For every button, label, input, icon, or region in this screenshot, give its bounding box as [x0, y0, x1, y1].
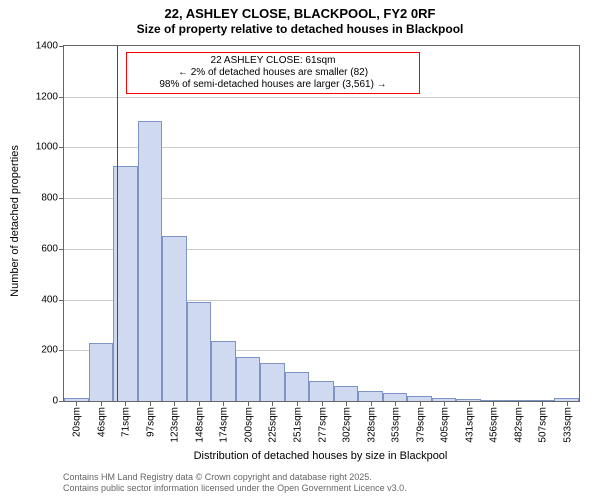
y-tick-label: 1200 [36, 91, 64, 102]
x-tick-mark [297, 401, 298, 406]
y-tick-label: 0 [52, 396, 64, 407]
x-tick-label: 431sqm [462, 407, 475, 443]
histogram-bar [89, 343, 114, 401]
x-tick-label: 302sqm [340, 407, 353, 443]
footer-line: Contains HM Land Registry data © Crown c… [63, 472, 407, 483]
x-tick-label: 328sqm [364, 407, 377, 443]
histogram-bar [285, 372, 310, 401]
property-marker-line [117, 46, 119, 401]
plot-area: 22 ASHLEY CLOSE: 61sqm← 2% of detached h… [63, 45, 580, 402]
x-axis-label: Distribution of detached houses by size … [63, 450, 578, 462]
annotation-callout: 22 ASHLEY CLOSE: 61sqm← 2% of detached h… [126, 52, 420, 94]
x-tick-label: 379sqm [413, 407, 426, 443]
y-tick-label: 1000 [36, 142, 64, 153]
y-tick-label: 400 [41, 294, 64, 305]
x-tick-mark [174, 401, 175, 406]
histogram-bar [211, 341, 236, 401]
x-tick-label: 123sqm [168, 407, 181, 443]
annotation-line: 98% of semi-detached houses are larger (… [133, 79, 413, 91]
histogram-bar [187, 302, 212, 401]
footer-line: Contains public sector information licen… [63, 483, 407, 494]
y-tick-label: 800 [41, 193, 64, 204]
annotation-line: ← 2% of detached houses are smaller (82) [133, 67, 413, 79]
x-tick-label: 225sqm [266, 407, 279, 443]
property-histogram-chart: 22, ASHLEY CLOSE, BLACKPOOL, FY2 0RF Siz… [0, 0, 600, 500]
chart-subtitle: Size of property relative to detached ho… [0, 22, 600, 36]
x-tick-label: 148sqm [192, 407, 205, 443]
histogram-bar [334, 386, 359, 401]
y-tick-label: 1400 [36, 41, 64, 52]
histogram-bar [358, 391, 383, 401]
x-tick-mark [125, 401, 126, 406]
x-tick-mark [248, 401, 249, 406]
annotation-line: 22 ASHLEY CLOSE: 61sqm [133, 55, 413, 67]
x-tick-mark [76, 401, 77, 406]
x-tick-mark [542, 401, 543, 406]
x-tick-label: 20sqm [70, 407, 83, 437]
y-tick-label: 600 [41, 243, 64, 254]
histogram-bar [138, 121, 163, 401]
histogram-bar [162, 236, 187, 401]
x-tick-label: 46sqm [94, 407, 107, 437]
y-tick-label: 200 [41, 345, 64, 356]
x-tick-label: 507sqm [536, 407, 549, 443]
x-tick-label: 200sqm [241, 407, 254, 443]
x-tick-label: 353sqm [389, 407, 402, 443]
x-tick-label: 456sqm [487, 407, 500, 443]
x-tick-label: 251sqm [290, 407, 303, 443]
grid-line [64, 97, 579, 98]
x-tick-mark [567, 401, 568, 406]
x-tick-mark [444, 401, 445, 406]
x-tick-mark [493, 401, 494, 406]
x-tick-mark [518, 401, 519, 406]
histogram-bar [309, 381, 334, 401]
x-tick-label: 71sqm [119, 407, 132, 437]
x-tick-mark [150, 401, 151, 406]
x-tick-label: 482sqm [511, 407, 524, 443]
x-tick-label: 533sqm [560, 407, 573, 443]
x-tick-label: 97sqm [143, 407, 156, 437]
chart-title: 22, ASHLEY CLOSE, BLACKPOOL, FY2 0RF [0, 6, 600, 21]
x-tick-mark [420, 401, 421, 406]
x-tick-mark [469, 401, 470, 406]
x-tick-label: 277sqm [315, 407, 328, 443]
histogram-bar [383, 393, 408, 401]
x-tick-mark [272, 401, 273, 406]
footer-attribution: Contains HM Land Registry data © Crown c… [63, 472, 407, 495]
x-tick-mark [346, 401, 347, 406]
y-axis-label: Number of detached properties [9, 121, 21, 321]
histogram-bar [260, 363, 285, 401]
x-tick-mark [395, 401, 396, 406]
histogram-bar [236, 357, 261, 401]
x-tick-mark [199, 401, 200, 406]
x-tick-mark [371, 401, 372, 406]
x-tick-label: 174sqm [217, 407, 230, 443]
x-tick-label: 405sqm [438, 407, 451, 443]
x-tick-mark [223, 401, 224, 406]
x-tick-mark [101, 401, 102, 406]
x-tick-mark [322, 401, 323, 406]
